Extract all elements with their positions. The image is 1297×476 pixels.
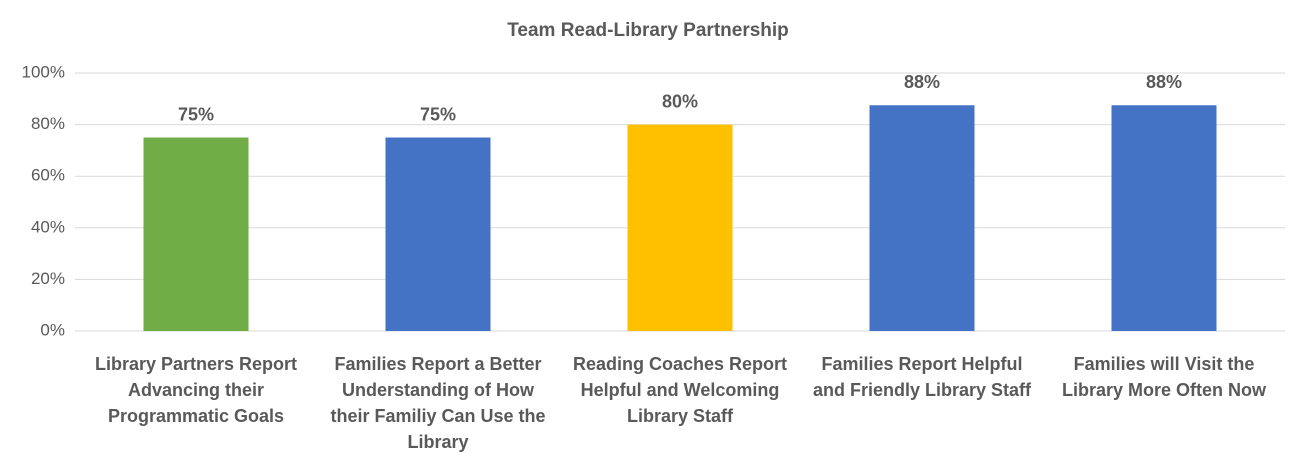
bar xyxy=(1111,105,1217,331)
x-tick-label: Library Partners Report Advancing their Pr… xyxy=(95,354,297,426)
x-tick-label: Families Report a Better Understanding of… xyxy=(330,354,545,452)
bar xyxy=(143,137,249,331)
x-tick-label: Reading Coaches Report Helpful and Welcom… xyxy=(573,354,787,426)
y-tick-label: 60% xyxy=(31,166,65,185)
chart-title: Team Read-Library Partnership xyxy=(507,20,789,41)
bar xyxy=(627,124,733,331)
x-tick-label: Families will Visit the Library More Ofte… xyxy=(1062,354,1267,400)
x-tick-label: Families Report Helpful and Friendly Libr… xyxy=(813,354,1032,400)
bar xyxy=(869,105,975,331)
y-tick-label: 40% xyxy=(31,217,65,236)
value-label: 75% xyxy=(420,104,456,124)
y-tick-label: 20% xyxy=(31,269,65,288)
y-tick-label: 100% xyxy=(22,62,65,81)
value-label: 75% xyxy=(178,104,214,124)
value-label: 88% xyxy=(904,72,940,92)
value-label: 80% xyxy=(662,91,698,111)
y-tick-label: 0% xyxy=(40,320,65,339)
y-tick-label: 80% xyxy=(31,114,65,133)
value-label: 88% xyxy=(1146,72,1182,92)
bar xyxy=(385,137,491,331)
